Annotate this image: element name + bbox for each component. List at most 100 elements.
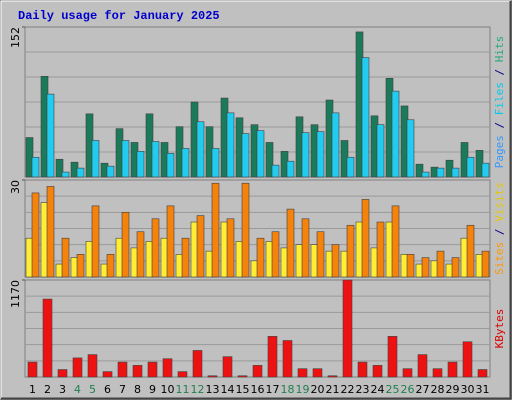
bar (61, 237, 70, 278)
bar (241, 133, 250, 178)
x-tick-label: 27 (416, 383, 430, 396)
x-tick-label: 20 (311, 383, 325, 396)
bar (256, 237, 265, 278)
x-tick-label: 25 (386, 383, 400, 396)
bar (436, 250, 445, 278)
bar (327, 375, 338, 378)
bar (136, 151, 145, 178)
axis-label-part: Files (493, 82, 506, 115)
bar (237, 375, 248, 378)
bar (316, 131, 325, 178)
x-tick-label: 15 (236, 383, 250, 396)
bar (462, 341, 473, 378)
x-tick-label: 10 (161, 383, 175, 396)
bar (376, 124, 385, 178)
bar (121, 140, 130, 178)
x-tick-label: 22 (341, 383, 355, 396)
bar (391, 205, 400, 278)
bar (466, 224, 475, 278)
bar (136, 231, 145, 278)
bar (432, 368, 443, 378)
bar (166, 153, 175, 178)
x-tick-label: 18 (281, 383, 295, 396)
bar (391, 90, 400, 178)
bar (106, 165, 115, 178)
bar (421, 171, 430, 178)
bar (226, 112, 235, 178)
axis-label: KBytes (493, 309, 506, 349)
bar (177, 371, 188, 378)
x-tick-label: 23 (356, 383, 370, 396)
axis-label-part: Sites (493, 242, 506, 275)
bar (196, 121, 205, 178)
bar (181, 237, 190, 278)
x-tick-label: 17 (266, 383, 280, 396)
y-tick-label: 152 (9, 27, 22, 48)
bar (387, 336, 398, 378)
bar (466, 156, 475, 178)
bar (357, 361, 368, 378)
bar (297, 368, 308, 378)
bar (447, 361, 458, 378)
bar (27, 361, 38, 378)
bar (162, 358, 173, 378)
axis-label-part: / (493, 222, 506, 242)
bar (102, 371, 113, 378)
x-tick-label: 8 (134, 383, 141, 396)
bar (72, 357, 83, 378)
bar (346, 224, 355, 278)
bar (316, 231, 325, 278)
y-tick-label: 1170 (9, 280, 22, 308)
axis-label-part: KBytes (493, 309, 506, 349)
bar (222, 356, 233, 378)
bar (481, 162, 490, 178)
bar (117, 361, 128, 378)
axis-label-part: / (493, 115, 506, 135)
bar (57, 369, 68, 378)
bar (151, 141, 160, 178)
x-tick-label: 4 (74, 383, 81, 396)
bar (55, 158, 64, 178)
bar (207, 375, 218, 378)
bar (481, 250, 490, 278)
x-tick-label: 16 (251, 383, 265, 396)
bar (252, 365, 263, 378)
bar (451, 257, 460, 278)
bar (76, 167, 85, 178)
bar (87, 354, 98, 378)
bar (421, 257, 430, 278)
bar (241, 182, 250, 278)
bar (346, 156, 355, 178)
bar (331, 244, 340, 278)
bar (282, 340, 293, 378)
x-tick-label: 1 (29, 383, 36, 396)
bar (286, 208, 295, 278)
bar (256, 130, 265, 178)
axis-label: Pages / Files / Hits (493, 36, 506, 169)
bar (301, 218, 310, 278)
bar (301, 132, 310, 178)
x-tick-label: 11 (176, 383, 190, 396)
y-tick-label: 30 (9, 180, 22, 194)
bar (415, 163, 424, 178)
bar (436, 167, 445, 178)
bar (181, 148, 190, 178)
x-tick-label: 24 (371, 383, 385, 396)
bar (342, 279, 353, 378)
bar (286, 160, 295, 178)
bar (46, 186, 55, 278)
bar (166, 205, 175, 278)
bar (402, 368, 413, 378)
bar (192, 350, 203, 378)
bar (76, 254, 85, 278)
x-tick-label: 12 (191, 383, 205, 396)
x-tick-label: 31 (476, 383, 490, 396)
bar (196, 215, 205, 278)
bar (31, 156, 40, 178)
bar (451, 167, 460, 178)
bar (147, 361, 158, 378)
bar (46, 93, 55, 178)
bar (376, 221, 385, 278)
axis-label-part: / (493, 62, 506, 82)
